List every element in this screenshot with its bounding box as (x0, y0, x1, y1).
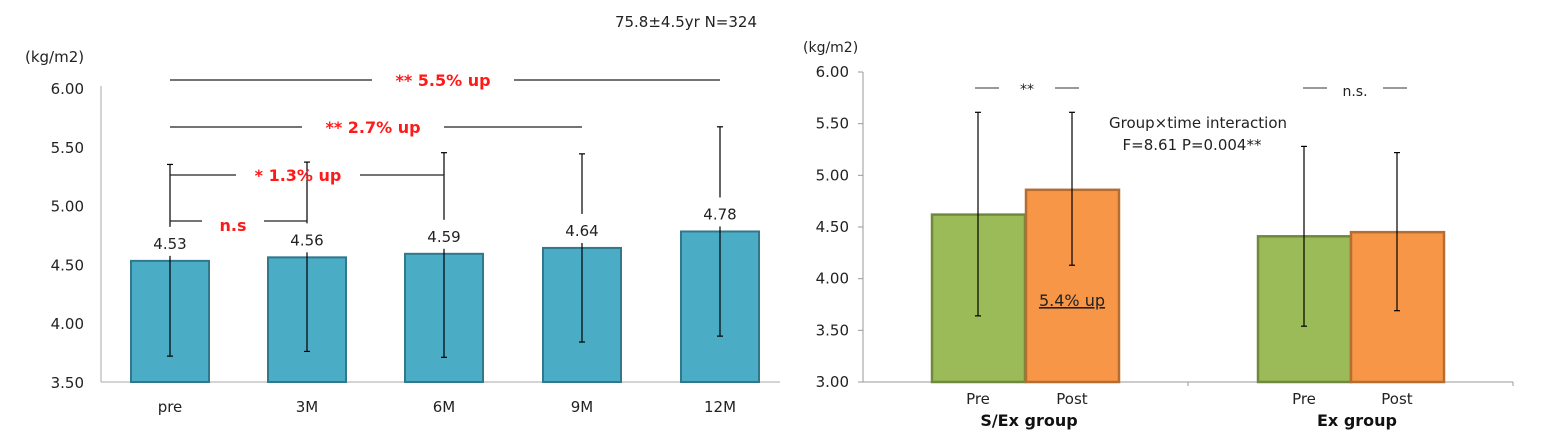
x-tick-label: pre (158, 398, 183, 416)
y-axis-unit-right: (kg/m2) (803, 40, 858, 56)
y-axis-unit: (kg/m2) (25, 48, 84, 66)
value-label: 4.64 (565, 222, 598, 240)
group-label: S/Ex group (980, 411, 1077, 430)
y-tick-label: 4.00 (51, 315, 84, 333)
y-tick-label: 3.00 (816, 373, 849, 391)
interaction-label: Group×time interaction (1109, 114, 1287, 132)
y-tick-label: 5.00 (51, 198, 84, 216)
x-tick-label: Pre (1292, 390, 1316, 408)
y-tick-label: 5.50 (51, 139, 84, 157)
left-chart: 75.8±4.5yr N=324 (kg/m2) 3.50 4.00 4.50 5.0… (25, 13, 780, 416)
x-tick-label: 6M (433, 398, 456, 416)
significance-label: ** 5.5% up (395, 71, 490, 90)
interaction-stats: F=8.61 P=0.004** (1123, 136, 1262, 154)
sample-note: 75.8±4.5yr N=324 (615, 13, 757, 31)
y-tick-label: 4.50 (816, 218, 849, 236)
x-tick-label: 3M (296, 398, 319, 416)
group-label: Ex group (1317, 411, 1397, 430)
y-tick-label: 6.00 (816, 63, 849, 81)
significance-label: ** 2.7% up (325, 118, 420, 137)
y-tick-label: 5.50 (816, 115, 849, 133)
significance-label: n.s (220, 216, 247, 235)
value-label: 4.78 (703, 205, 736, 223)
value-label: 4.56 (290, 231, 323, 249)
significance-label: ** (1020, 82, 1034, 98)
x-tick-label: Post (1381, 390, 1413, 408)
y-tick-label: 4.50 (51, 256, 84, 274)
value-label: 4.59 (427, 228, 460, 246)
y-tick-label: 6.00 (51, 80, 84, 98)
x-tick-label: 9M (571, 398, 594, 416)
y-tick-label: 3.50 (816, 321, 849, 339)
significance-label: n.s. (1342, 84, 1367, 100)
change-label: 5.4% up (1039, 291, 1105, 310)
x-tick-label: 12M (704, 398, 736, 416)
right-chart: (kg/m2) Group×time interaction F=8.61 P=… (803, 40, 1514, 430)
y-tick-label: 4.00 (816, 270, 849, 288)
x-tick-label: Pre (966, 390, 990, 408)
value-label: 4.53 (153, 235, 186, 253)
y-tick-label: 5.00 (816, 166, 849, 184)
significance-label: * 1.3% up (255, 166, 342, 185)
y-tick-label: 3.50 (51, 374, 84, 392)
x-tick-label: Post (1056, 390, 1088, 408)
